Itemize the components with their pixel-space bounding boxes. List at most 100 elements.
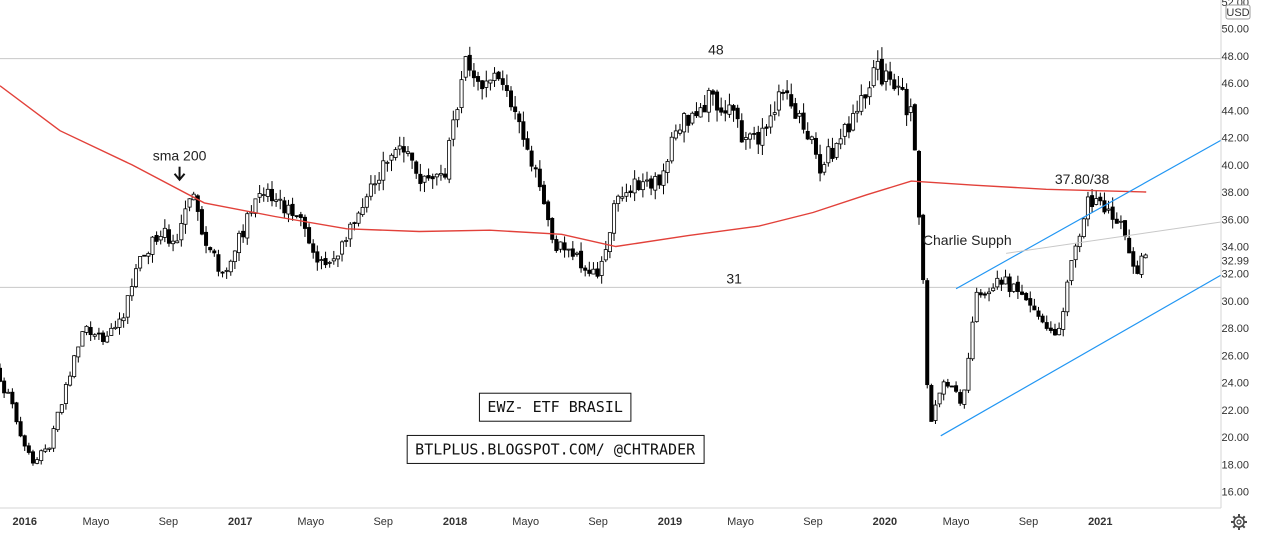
text-boxes: EWZ- ETF BRASIL BTLPLUS.BLOGSPOT.COM/ @CH… bbox=[406, 392, 705, 464]
candle bbox=[1127, 229, 1132, 254]
gear-icon[interactable] bbox=[1231, 514, 1247, 530]
candle bbox=[315, 245, 320, 271]
candle bbox=[220, 271, 225, 278]
candle bbox=[348, 222, 353, 247]
candle bbox=[789, 83, 794, 109]
candle bbox=[583, 265, 588, 277]
candle bbox=[529, 145, 534, 172]
candle bbox=[982, 291, 987, 299]
price-axis[interactable]: 16.00 18.00 20.00 22.00 24.00 26.00 28.00 30.00… bbox=[1221, 0, 1249, 499]
text-box-label: EWZ- ETF BRASIL bbox=[487, 398, 622, 416]
candle bbox=[125, 295, 130, 324]
candle bbox=[624, 183, 629, 202]
currency-badge[interactable] bbox=[1225, 4, 1251, 20]
candle bbox=[566, 248, 571, 258]
candle bbox=[72, 354, 77, 379]
candle bbox=[405, 146, 410, 157]
time-tick-label: Mayo bbox=[727, 516, 754, 528]
candle bbox=[492, 67, 497, 87]
candle bbox=[410, 152, 415, 169]
candle bbox=[649, 175, 654, 196]
candle bbox=[636, 176, 641, 191]
currency-label: USD bbox=[1226, 7, 1249, 19]
candle bbox=[896, 75, 901, 96]
candle bbox=[541, 180, 546, 205]
candle bbox=[43, 444, 48, 453]
candle bbox=[1020, 284, 1025, 296]
price-tick-label: 50.00 bbox=[1221, 24, 1249, 36]
candle bbox=[1069, 260, 1074, 286]
channel-midline[interactable] bbox=[1006, 221, 1222, 254]
candle bbox=[546, 199, 551, 227]
candle bbox=[121, 313, 126, 328]
candle bbox=[945, 378, 950, 389]
candle bbox=[900, 77, 905, 91]
candle bbox=[216, 249, 221, 277]
candle bbox=[727, 93, 732, 118]
candle bbox=[1085, 191, 1090, 227]
candle bbox=[752, 126, 757, 140]
candle bbox=[916, 149, 921, 225]
candle bbox=[171, 234, 176, 252]
text-box[interactable]: EWZ- ETF BRASIL bbox=[478, 392, 632, 422]
candle bbox=[859, 84, 864, 116]
candle bbox=[438, 164, 443, 181]
candle bbox=[150, 236, 155, 263]
candle bbox=[793, 97, 798, 119]
price-tick-label: 46.00 bbox=[1221, 78, 1249, 90]
candle bbox=[533, 164, 538, 178]
candle bbox=[1032, 298, 1037, 311]
candle bbox=[682, 112, 687, 143]
price-tick-label: 36.00 bbox=[1221, 214, 1249, 226]
candle bbox=[645, 171, 650, 187]
candle bbox=[805, 122, 810, 141]
candle bbox=[10, 388, 15, 409]
candle bbox=[195, 194, 200, 221]
candle bbox=[397, 136, 402, 156]
channel-line[interactable] bbox=[955, 139, 1222, 290]
candle bbox=[1114, 212, 1119, 224]
annotation-label: sma 200 bbox=[153, 148, 207, 164]
price-tick-label: 42.00 bbox=[1221, 133, 1249, 145]
candle bbox=[422, 175, 427, 193]
candle bbox=[92, 333, 97, 340]
candle bbox=[509, 86, 514, 111]
price-tick-label: 24.00 bbox=[1221, 378, 1249, 390]
text-box[interactable]: BTLPLUS.BLOGSPOT.COM/ @CHTRADER bbox=[406, 434, 705, 464]
candle bbox=[822, 161, 827, 176]
candle bbox=[818, 144, 823, 182]
candle bbox=[68, 371, 73, 387]
candle bbox=[735, 104, 740, 128]
candle bbox=[389, 153, 394, 172]
candle bbox=[1003, 269, 1008, 285]
candle bbox=[1073, 243, 1078, 268]
candle bbox=[797, 110, 802, 124]
candle bbox=[1052, 323, 1057, 336]
candle bbox=[834, 142, 839, 160]
candle bbox=[459, 70, 464, 114]
candle bbox=[591, 262, 596, 275]
candle bbox=[269, 181, 274, 207]
candle bbox=[657, 174, 662, 189]
candle bbox=[356, 211, 361, 227]
candle bbox=[232, 250, 237, 270]
candle bbox=[1036, 306, 1041, 320]
candle bbox=[1094, 190, 1099, 206]
candle bbox=[785, 80, 790, 100]
channel-line[interactable] bbox=[940, 274, 1222, 437]
candle bbox=[385, 160, 390, 172]
candle bbox=[212, 248, 217, 257]
time-tick-label: Mayo bbox=[943, 516, 970, 528]
candle bbox=[80, 331, 85, 347]
candle bbox=[863, 94, 868, 109]
candle bbox=[599, 256, 604, 284]
sma-200-line[interactable] bbox=[0, 85, 1147, 248]
candle bbox=[780, 89, 785, 101]
candle bbox=[826, 138, 831, 167]
candle bbox=[579, 242, 584, 273]
candle bbox=[471, 63, 476, 87]
candle bbox=[879, 47, 884, 87]
candle bbox=[26, 442, 31, 455]
candle bbox=[340, 240, 345, 262]
time-axis[interactable]: 2016 Mayo Sep 2017 Mayo Sep 2018 Mayo Sep 2019 May… bbox=[12, 516, 1112, 528]
